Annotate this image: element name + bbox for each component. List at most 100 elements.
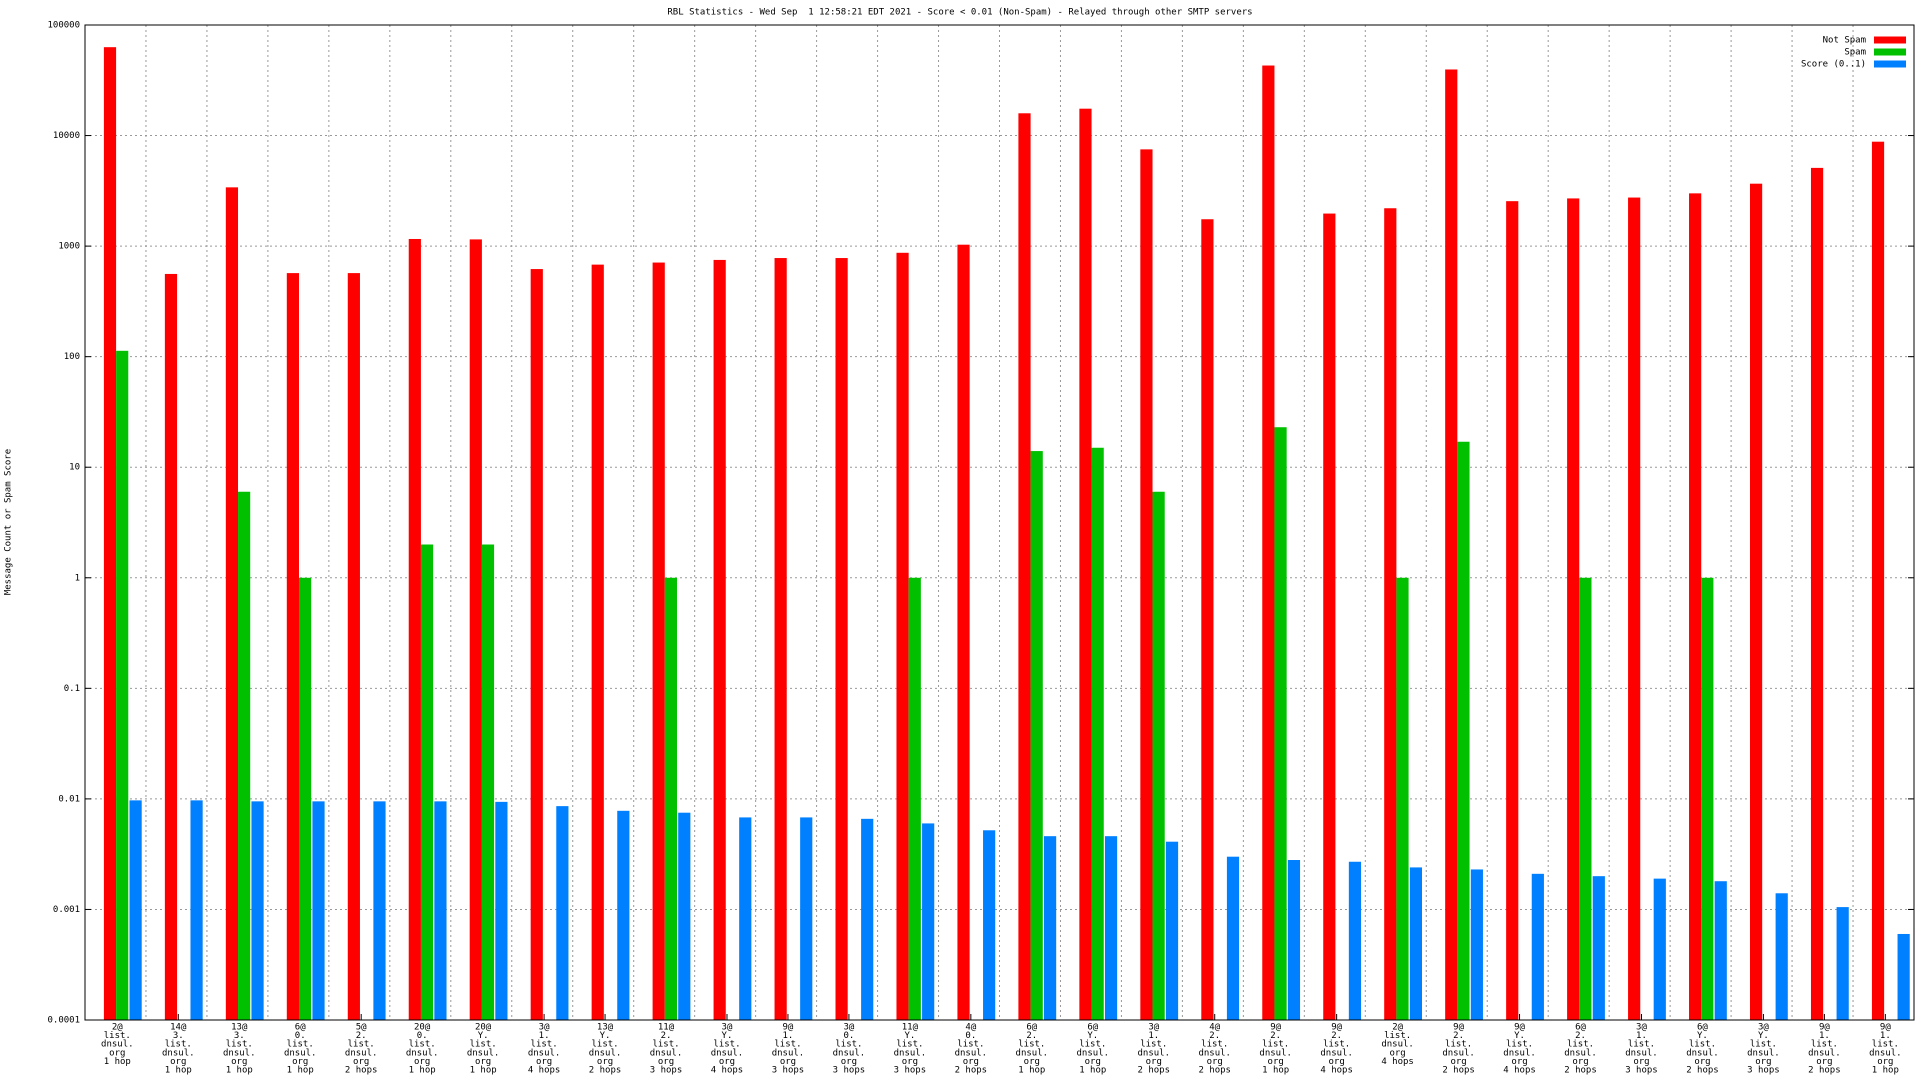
x-tick-label: dnsul. [101, 1040, 134, 1050]
bar [1775, 893, 1788, 1020]
x-tick-label: 2. [1209, 1031, 1220, 1041]
x-tick-label: 2 hops [345, 1066, 378, 1076]
bar [908, 577, 921, 1020]
bar [530, 269, 543, 1020]
x-tick-label: 2. [1331, 1031, 1342, 1041]
x-tick-label: org [1207, 1057, 1223, 1067]
x-tick-label: 2 hops [1442, 1066, 1475, 1076]
x-tick-label: Y. [904, 1031, 915, 1041]
x-tick-label: 4@ [965, 1023, 976, 1033]
bar [1274, 427, 1287, 1020]
x-tick-label: 1 hop [409, 1066, 436, 1076]
x-tick-label: 4 hops [1320, 1066, 1353, 1076]
x-tick-label: org [1024, 1057, 1040, 1067]
legend-label: Spam [1844, 48, 1866, 58]
x-tick-label: 20@ [475, 1023, 492, 1033]
x-tick-label: Y. [722, 1031, 733, 1041]
x-tick-label: dnsul. [1259, 1048, 1292, 1058]
bar [408, 238, 421, 1020]
bar [312, 801, 325, 1020]
y-tick-label: 100 [64, 352, 80, 362]
x-tick-label: list. [1567, 1040, 1594, 1050]
x-tick-label: 1 hop [226, 1066, 253, 1076]
x-tick-label: 1. [1880, 1031, 1891, 1041]
x-tick-label: list. [1750, 1040, 1777, 1050]
bar [1409, 867, 1422, 1020]
bar [617, 810, 630, 1020]
x-tick-label: org [1816, 1057, 1832, 1067]
x-tick-label: dnsul. [1686, 1048, 1719, 1058]
x-tick-label: 1 hop [1018, 1066, 1045, 1076]
x-tick-label: dnsul. [162, 1048, 195, 1058]
x-tick-label: 1 hop [470, 1066, 497, 1076]
x-tick-label: dnsul. [711, 1048, 744, 1058]
x-tick-label: 9@ [783, 1023, 794, 1033]
x-tick-label: 3@ [843, 1023, 854, 1033]
y-tick-label: 10 [69, 463, 80, 473]
x-tick-label: dnsul. [772, 1048, 805, 1058]
x-tick-label: 3. [234, 1031, 245, 1041]
x-tick-label: 1. [783, 1031, 794, 1041]
x-tick-label: list. [1506, 1040, 1533, 1050]
x-tick-label: Y. [478, 1031, 489, 1041]
x-tick-label: org [719, 1057, 735, 1067]
bar [420, 544, 434, 1020]
bar [1348, 861, 1362, 1020]
x-tick-label: 4 hops [1503, 1066, 1536, 1076]
x-tick-label: 1. [1148, 1031, 1159, 1041]
x-tick-label: 2 hops [1808, 1066, 1841, 1076]
x-tick-label: 1 hop [1262, 1066, 1289, 1076]
x-tick-label: 2. [1270, 1031, 1281, 1041]
x-tick-label: 2. [661, 1031, 672, 1041]
bar [434, 801, 447, 1020]
x-tick-label: 2@ [1392, 1023, 1403, 1033]
bar [1836, 907, 1849, 1020]
x-tick-label: 1. [539, 1031, 550, 1041]
x-tick-label: dnsul. [406, 1048, 439, 1058]
x-tick-label: org [414, 1057, 430, 1067]
x-tick-label: dnsul. [1016, 1048, 1049, 1058]
x-tick-label: dnsul. [955, 1048, 988, 1058]
x-tick-label: 1. [1819, 1031, 1830, 1041]
x-tick-label: 1 hop [104, 1057, 131, 1067]
x-tick-label: org [231, 1057, 247, 1067]
bar [129, 800, 142, 1020]
bar [1384, 208, 1397, 1020]
x-tick-label: list. [287, 1040, 314, 1050]
x-tick-label: org [1511, 1057, 1527, 1067]
x-tick-label: 3@ [1636, 1023, 1647, 1033]
x-tick-label: org [1146, 1057, 1162, 1067]
bar [347, 273, 360, 1021]
x-tick-label: list. [1262, 1040, 1289, 1050]
x-tick-label: dnsul. [650, 1048, 683, 1058]
x-tick-label: Y. [600, 1031, 611, 1041]
x-tick-label: org [1694, 1057, 1710, 1067]
plot-frame [84, 24, 1915, 1021]
x-tick-label: list. [165, 1040, 192, 1050]
x-tick-label: org [353, 1057, 369, 1067]
bar [1653, 878, 1666, 1020]
x-tick-label: org [597, 1057, 613, 1067]
x-tick-label: org [963, 1057, 979, 1067]
x-tick-label: dnsul. [345, 1048, 378, 1058]
x-tick-label: dnsul. [1747, 1048, 1780, 1058]
x-tick-label: 0. [417, 1031, 428, 1041]
bar [1701, 577, 1714, 1020]
y-axis-label: Message Count or Spam Score [4, 449, 14, 595]
x-tick-label: 3 hops [1747, 1066, 1780, 1076]
bar [922, 823, 935, 1020]
x-tick-label: dnsul. [894, 1048, 927, 1058]
x-tick-label: 3 hops [894, 1066, 927, 1076]
bar [1079, 108, 1092, 1021]
bar [556, 806, 569, 1020]
x-tick-label: dnsul. [1442, 1048, 1475, 1058]
x-tick-label: dnsul. [1625, 1048, 1658, 1058]
x-tick-label: list. [713, 1040, 740, 1050]
x-tick-label: dnsul. [528, 1048, 561, 1058]
bar [1506, 201, 1519, 1020]
bar [1287, 860, 1301, 1020]
x-tick-label: 6@ [295, 1023, 306, 1033]
x-tick-label: dnsul. [467, 1048, 500, 1058]
x-tick-label: list. [1323, 1040, 1350, 1050]
bar [286, 273, 299, 1021]
